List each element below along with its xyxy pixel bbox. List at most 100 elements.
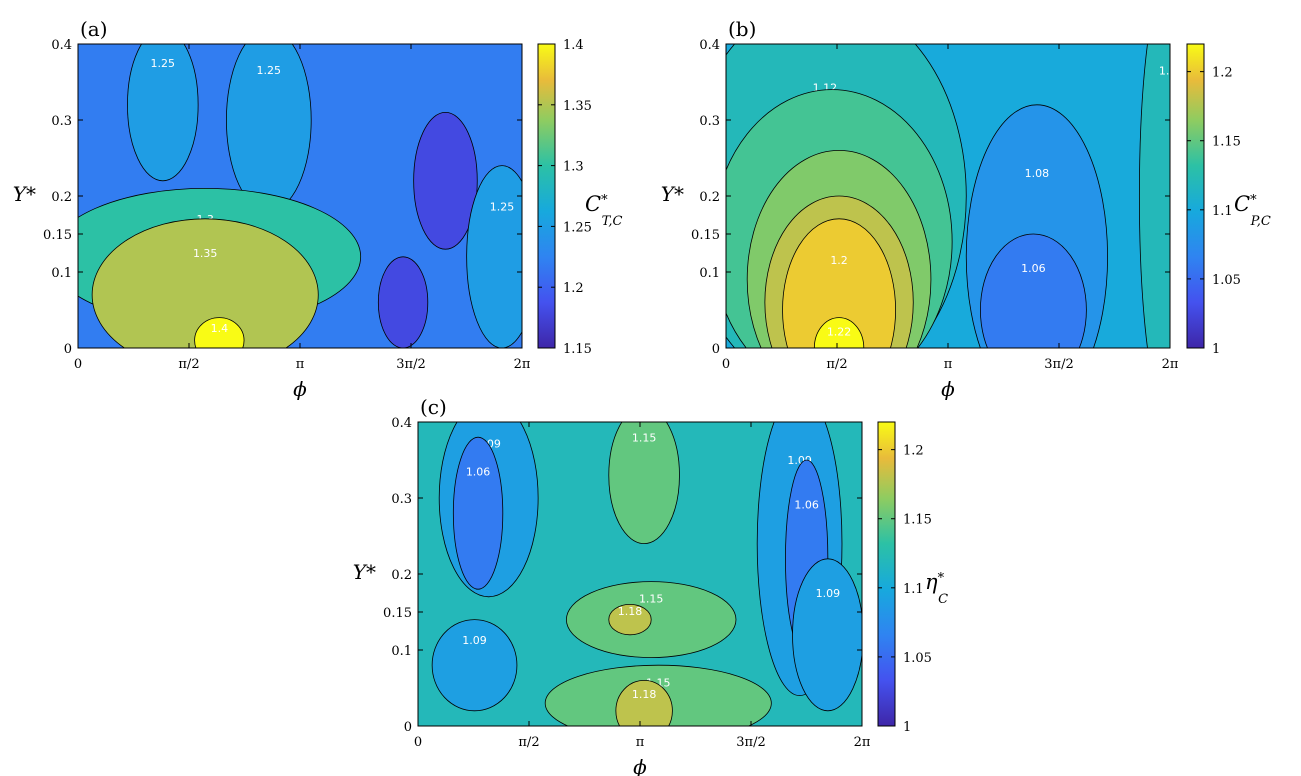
x-tick-label: π <box>944 357 953 372</box>
contour-label: 1.18 <box>618 605 643 618</box>
y-tick-label: 0 <box>404 720 412 735</box>
y-tick-label: 0 <box>712 342 720 357</box>
y-tick-label: 0.1 <box>391 644 412 659</box>
contour-region <box>91 218 319 348</box>
contour-label: 1.25 <box>151 57 176 70</box>
colorbar-tick-label: 1.05 <box>1212 273 1241 288</box>
colorbar-title-sup: * <box>1250 193 1257 208</box>
x-tick-label: 2π <box>854 735 871 750</box>
contour-label: 1.25 <box>257 64 282 77</box>
y-axis-label: Y* <box>13 182 36 206</box>
contour-region <box>1138 44 1170 348</box>
colorbar-title-sup: * <box>938 571 945 586</box>
contour-region <box>452 436 504 590</box>
colorbar-title: C* P,C <box>1234 192 1271 229</box>
contour-region <box>431 619 518 712</box>
colorbar-tick-label: 1.15 <box>563 342 592 357</box>
y-tick-label: 0.2 <box>51 190 72 205</box>
contour-label: 1.08 <box>1025 167 1050 180</box>
colorbar-title-sup: * <box>601 193 608 208</box>
colorbar-tick-label: 1.4 <box>563 38 584 53</box>
colorbar-tick-label: 1.2 <box>903 444 924 459</box>
x-tick-label: 0 <box>74 357 82 372</box>
colorbar-title-sub: T,C <box>602 214 623 229</box>
y-tick-label: 0.3 <box>699 114 720 129</box>
y-tick-label: 0.1 <box>51 266 72 281</box>
contour-region <box>792 558 862 712</box>
contour-region <box>413 112 478 250</box>
x-tick-label: π <box>636 735 645 750</box>
contour-label: 1.15 <box>632 432 657 445</box>
contour-label: 1.12 <box>1159 65 1184 78</box>
x-tick-label: π <box>296 357 305 372</box>
panel-label: (b) <box>728 17 756 41</box>
colorbar-title-sub: P,C <box>1250 214 1271 229</box>
colorbar <box>537 43 556 349</box>
colorbar-title: η* C <box>925 570 948 607</box>
x-axis-label: ϕ <box>293 377 307 401</box>
colorbar <box>1186 43 1205 349</box>
contour-region <box>466 165 522 348</box>
contour-region <box>980 233 1087 348</box>
contour-region <box>608 603 652 636</box>
contour-region <box>226 44 312 212</box>
contour-label: 1.06 <box>1021 262 1046 275</box>
contour-label: 1.09 <box>816 587 841 600</box>
contour-label: 1.06 <box>794 498 819 511</box>
colorbar-tick-label: 1.25 <box>563 220 592 235</box>
x-tick-label: 2π <box>1162 357 1179 372</box>
y-tick-label: 0.2 <box>391 568 412 583</box>
panel-a: 1.25 1.25 1.3 1.35 1.4 1.25 0 π/2 π 3π/2 2π 0 0.1 0.1… <box>13 17 623 401</box>
panel-label: (a) <box>80 17 108 41</box>
y-tick-label: 0.15 <box>691 228 720 243</box>
colorbar-tick-label: 1.1 <box>1212 204 1233 219</box>
colorbar-tick-label: 1.2 <box>563 281 584 296</box>
contour-region <box>194 317 245 348</box>
contour-region <box>813 317 865 348</box>
y-tick-label: 0.4 <box>51 38 72 53</box>
y-tick-label: 0 <box>64 342 72 357</box>
contour-label: 1.22 <box>827 325 852 338</box>
colorbar-tick-label: 1.3 <box>563 160 584 175</box>
x-axis-label: ϕ <box>941 377 955 401</box>
x-tick-label: 3π/2 <box>736 735 765 750</box>
colorbar-tick-label: 1.15 <box>903 513 932 528</box>
colorbar-tick-label: 1 <box>1212 342 1220 357</box>
colorbar-tick-label: 1.05 <box>903 651 932 666</box>
colorbar-tick-label: 1.35 <box>563 99 592 114</box>
y-axis-label: Y* <box>353 560 376 584</box>
x-tick-label: π/2 <box>826 357 847 372</box>
x-tick-label: π/2 <box>178 357 199 372</box>
contour-region <box>782 218 896 348</box>
y-tick-label: 0.3 <box>51 114 72 129</box>
x-tick-label: 3π/2 <box>1044 357 1073 372</box>
contour-label: 1.06 <box>466 465 491 478</box>
contour-label: 1.18 <box>632 688 657 701</box>
y-tick-label: 0.4 <box>391 416 412 431</box>
y-tick-label: 0.3 <box>391 492 412 507</box>
panel-label: (c) <box>420 395 447 419</box>
colorbar-tick-label: 1.2 <box>1212 66 1233 81</box>
contour-label: 1.25 <box>490 201 515 214</box>
colorbar-tick-label: 1.1 <box>903 582 924 597</box>
panel-c: 1.091.061.091.061.151.151.181.151.181.09… <box>353 395 948 776</box>
colorbar <box>877 421 896 727</box>
contour-label: 1.2 <box>830 254 848 267</box>
contour-region <box>377 256 429 348</box>
x-tick-label: 2π <box>514 357 531 372</box>
contour-label: 1.4 <box>211 322 229 335</box>
y-tick-label: 0.2 <box>699 190 720 205</box>
y-tick-label: 0.15 <box>43 228 72 243</box>
colorbar-tick-label: 1.15 <box>1212 135 1241 150</box>
y-axis-label: Y* <box>661 182 684 206</box>
x-tick-label: 3π/2 <box>396 357 425 372</box>
x-axis-label: ϕ <box>633 755 647 776</box>
x-tick-label: π/2 <box>518 735 539 750</box>
contour-label: 1.15 <box>639 593 664 606</box>
colorbar-tick-label: 1 <box>903 720 911 735</box>
contour-label: 1.35 <box>193 247 218 260</box>
colorbar-title-sub: C <box>938 592 948 607</box>
contour-region <box>615 680 673 726</box>
x-tick-label: 0 <box>722 357 730 372</box>
